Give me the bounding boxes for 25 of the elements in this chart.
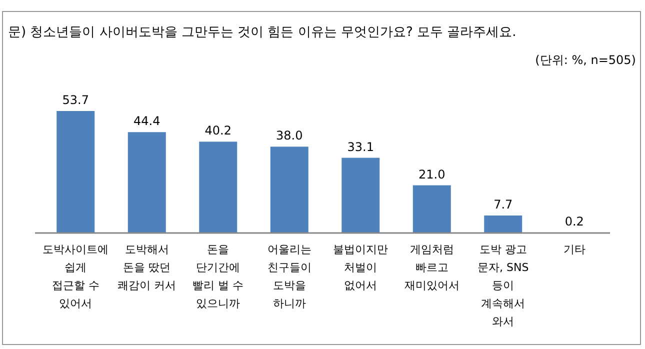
x-tick-label: 기타 [563, 243, 586, 256]
data-label: 21.0 [418, 167, 446, 182]
data-label: 7.7 [494, 198, 513, 212]
chart-subtitle: (단위: %, n=505) [535, 53, 636, 67]
x-tick-label: 돈을 단기간에 빨리 벌 수 있으니까 [192, 243, 244, 310]
bar [56, 111, 95, 233]
data-label: 0.2 [564, 214, 584, 229]
bar [412, 185, 451, 233]
x-tick-label: 도박해서 돈을 땄던 쾌감이 커서 [118, 243, 176, 292]
x-tick-label: 어울리는 친구들이 도박을 하니까 [267, 243, 312, 310]
x-tick-label: 도박사이트에 쉽게 접근할 수 있어서 [42, 243, 109, 310]
bar [342, 158, 380, 233]
data-label: 53.7 [62, 93, 89, 107]
data-label: 44.4 [134, 114, 160, 128]
data-label: 33.1 [347, 140, 374, 154]
x-tick-label: 게임처럼 빠르고 재미있어서 [404, 243, 460, 292]
bar [484, 216, 522, 233]
x-tick-label: 도박 광고 문자, SNS 등이 계속해서 와서 [478, 243, 529, 328]
data-label: 40.2 [204, 124, 232, 138]
bar [270, 146, 308, 233]
x-tick-label: 불법이지만 처벌이 없어서 [333, 243, 388, 292]
bar [199, 142, 238, 233]
data-label: 38.0 [276, 128, 303, 143]
bar [128, 132, 166, 233]
chart-title: 문) 청소년들이 사이버도박을 그만두는 것이 힘든 이유는 무엇인가요? 모두 골라주세요. [8, 25, 516, 40]
